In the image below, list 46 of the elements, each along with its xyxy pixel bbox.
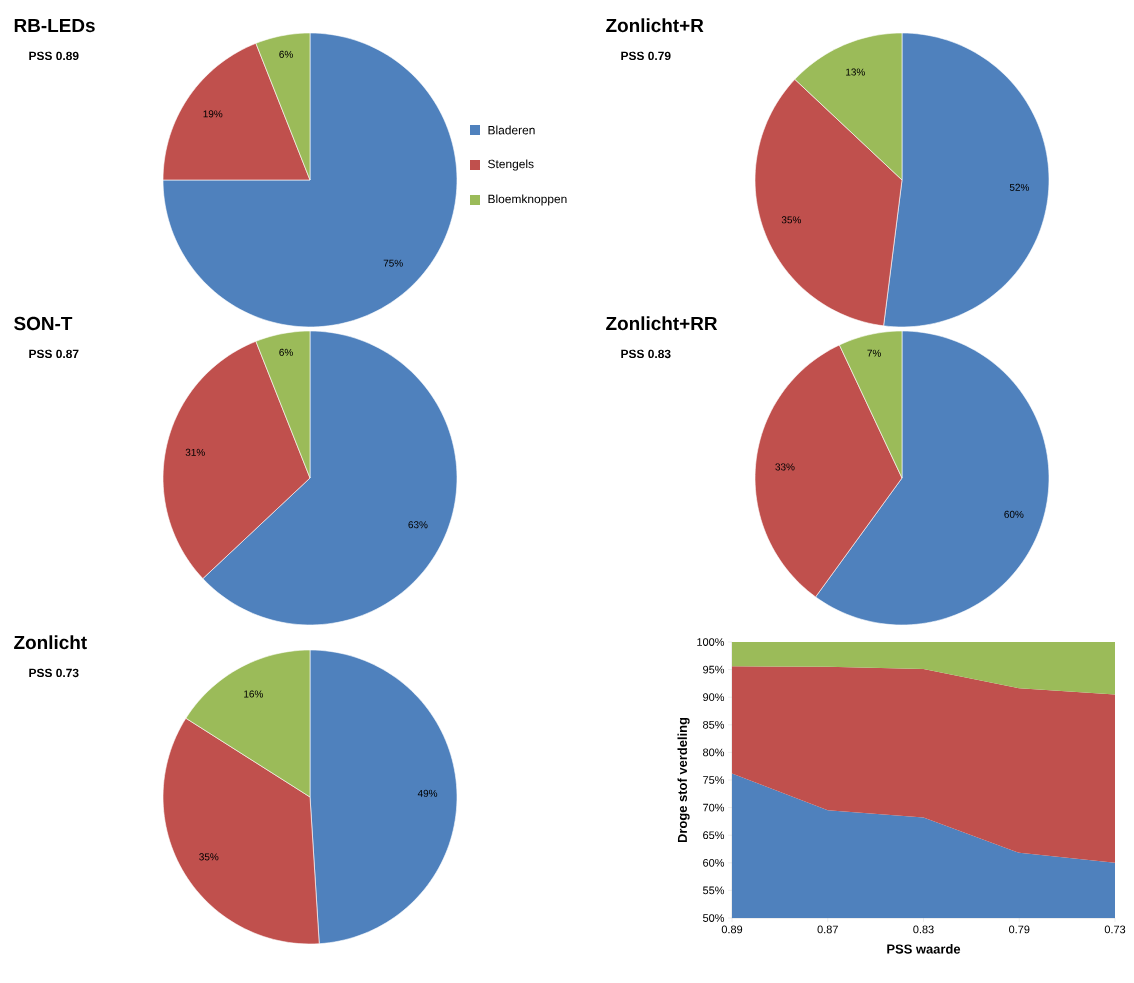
legend-label: Stengels — [488, 159, 534, 171]
y-tick-label: 50% — [702, 914, 725, 922]
chart-title: Zonlicht+R — [606, 18, 704, 33]
data-label: 35% — [199, 853, 219, 861]
legend-label: Bladeren — [488, 125, 535, 135]
data-label: 33% — [775, 463, 795, 471]
y-tick-label: 65% — [703, 831, 725, 840]
chart-title: RB-LEDs — [14, 18, 95, 33]
y-axis-title: Droge stof verdeling — [677, 717, 690, 843]
y-tick-label: 70% — [703, 803, 725, 812]
y-tick-label: 90% — [703, 693, 725, 702]
chart-title: Zonlicht — [14, 635, 87, 650]
data-label: 19% — [203, 110, 223, 118]
text: PSS 0.87 — [29, 349, 79, 359]
data-label: 63% — [408, 521, 428, 529]
y-tick-label: 85% — [703, 720, 725, 729]
x-axis-title: PSS waarde — [887, 944, 961, 954]
text: PSS 0.89 — [29, 51, 79, 61]
x-tick-label: 0.83 — [913, 925, 934, 934]
x-tick-label: 0.73 — [1104, 925, 1126, 934]
data-label: 49% — [417, 789, 438, 797]
chart-title: Zonlicht+RR — [606, 316, 718, 331]
x-tick-label: 0.87 — [817, 925, 838, 934]
y-tick-label: 100% — [697, 638, 725, 646]
data-label: 6% — [279, 50, 293, 58]
chart-title: SON-T — [14, 316, 73, 331]
data-label: 7% — [867, 349, 881, 357]
data-label: 16% — [244, 690, 263, 698]
x-tick-label: 0.79 — [1009, 925, 1030, 934]
y-tick-label: 60% — [703, 858, 725, 867]
text: PSS 0.83 — [621, 349, 671, 359]
y-tick-label: 75% — [703, 776, 725, 784]
y-tick-label: 55% — [702, 886, 725, 895]
y-tick-label: 95% — [703, 665, 725, 674]
data-label: 35% — [781, 216, 801, 224]
y-tick-label: 80% — [703, 748, 725, 757]
data-label: 13% — [846, 68, 865, 76]
data-label: 6% — [279, 348, 293, 356]
data-label: 60% — [1004, 510, 1024, 518]
text: PSS 0.79 — [621, 51, 671, 61]
legend-label: Bloemknoppen — [488, 194, 567, 206]
text: PSS 0.73 — [29, 668, 79, 678]
data-label: 52% — [1009, 183, 1029, 191]
x-tick-label: 0.89 — [721, 925, 743, 934]
data-label: 75% — [383, 259, 403, 267]
data-label: 31% — [185, 448, 205, 456]
